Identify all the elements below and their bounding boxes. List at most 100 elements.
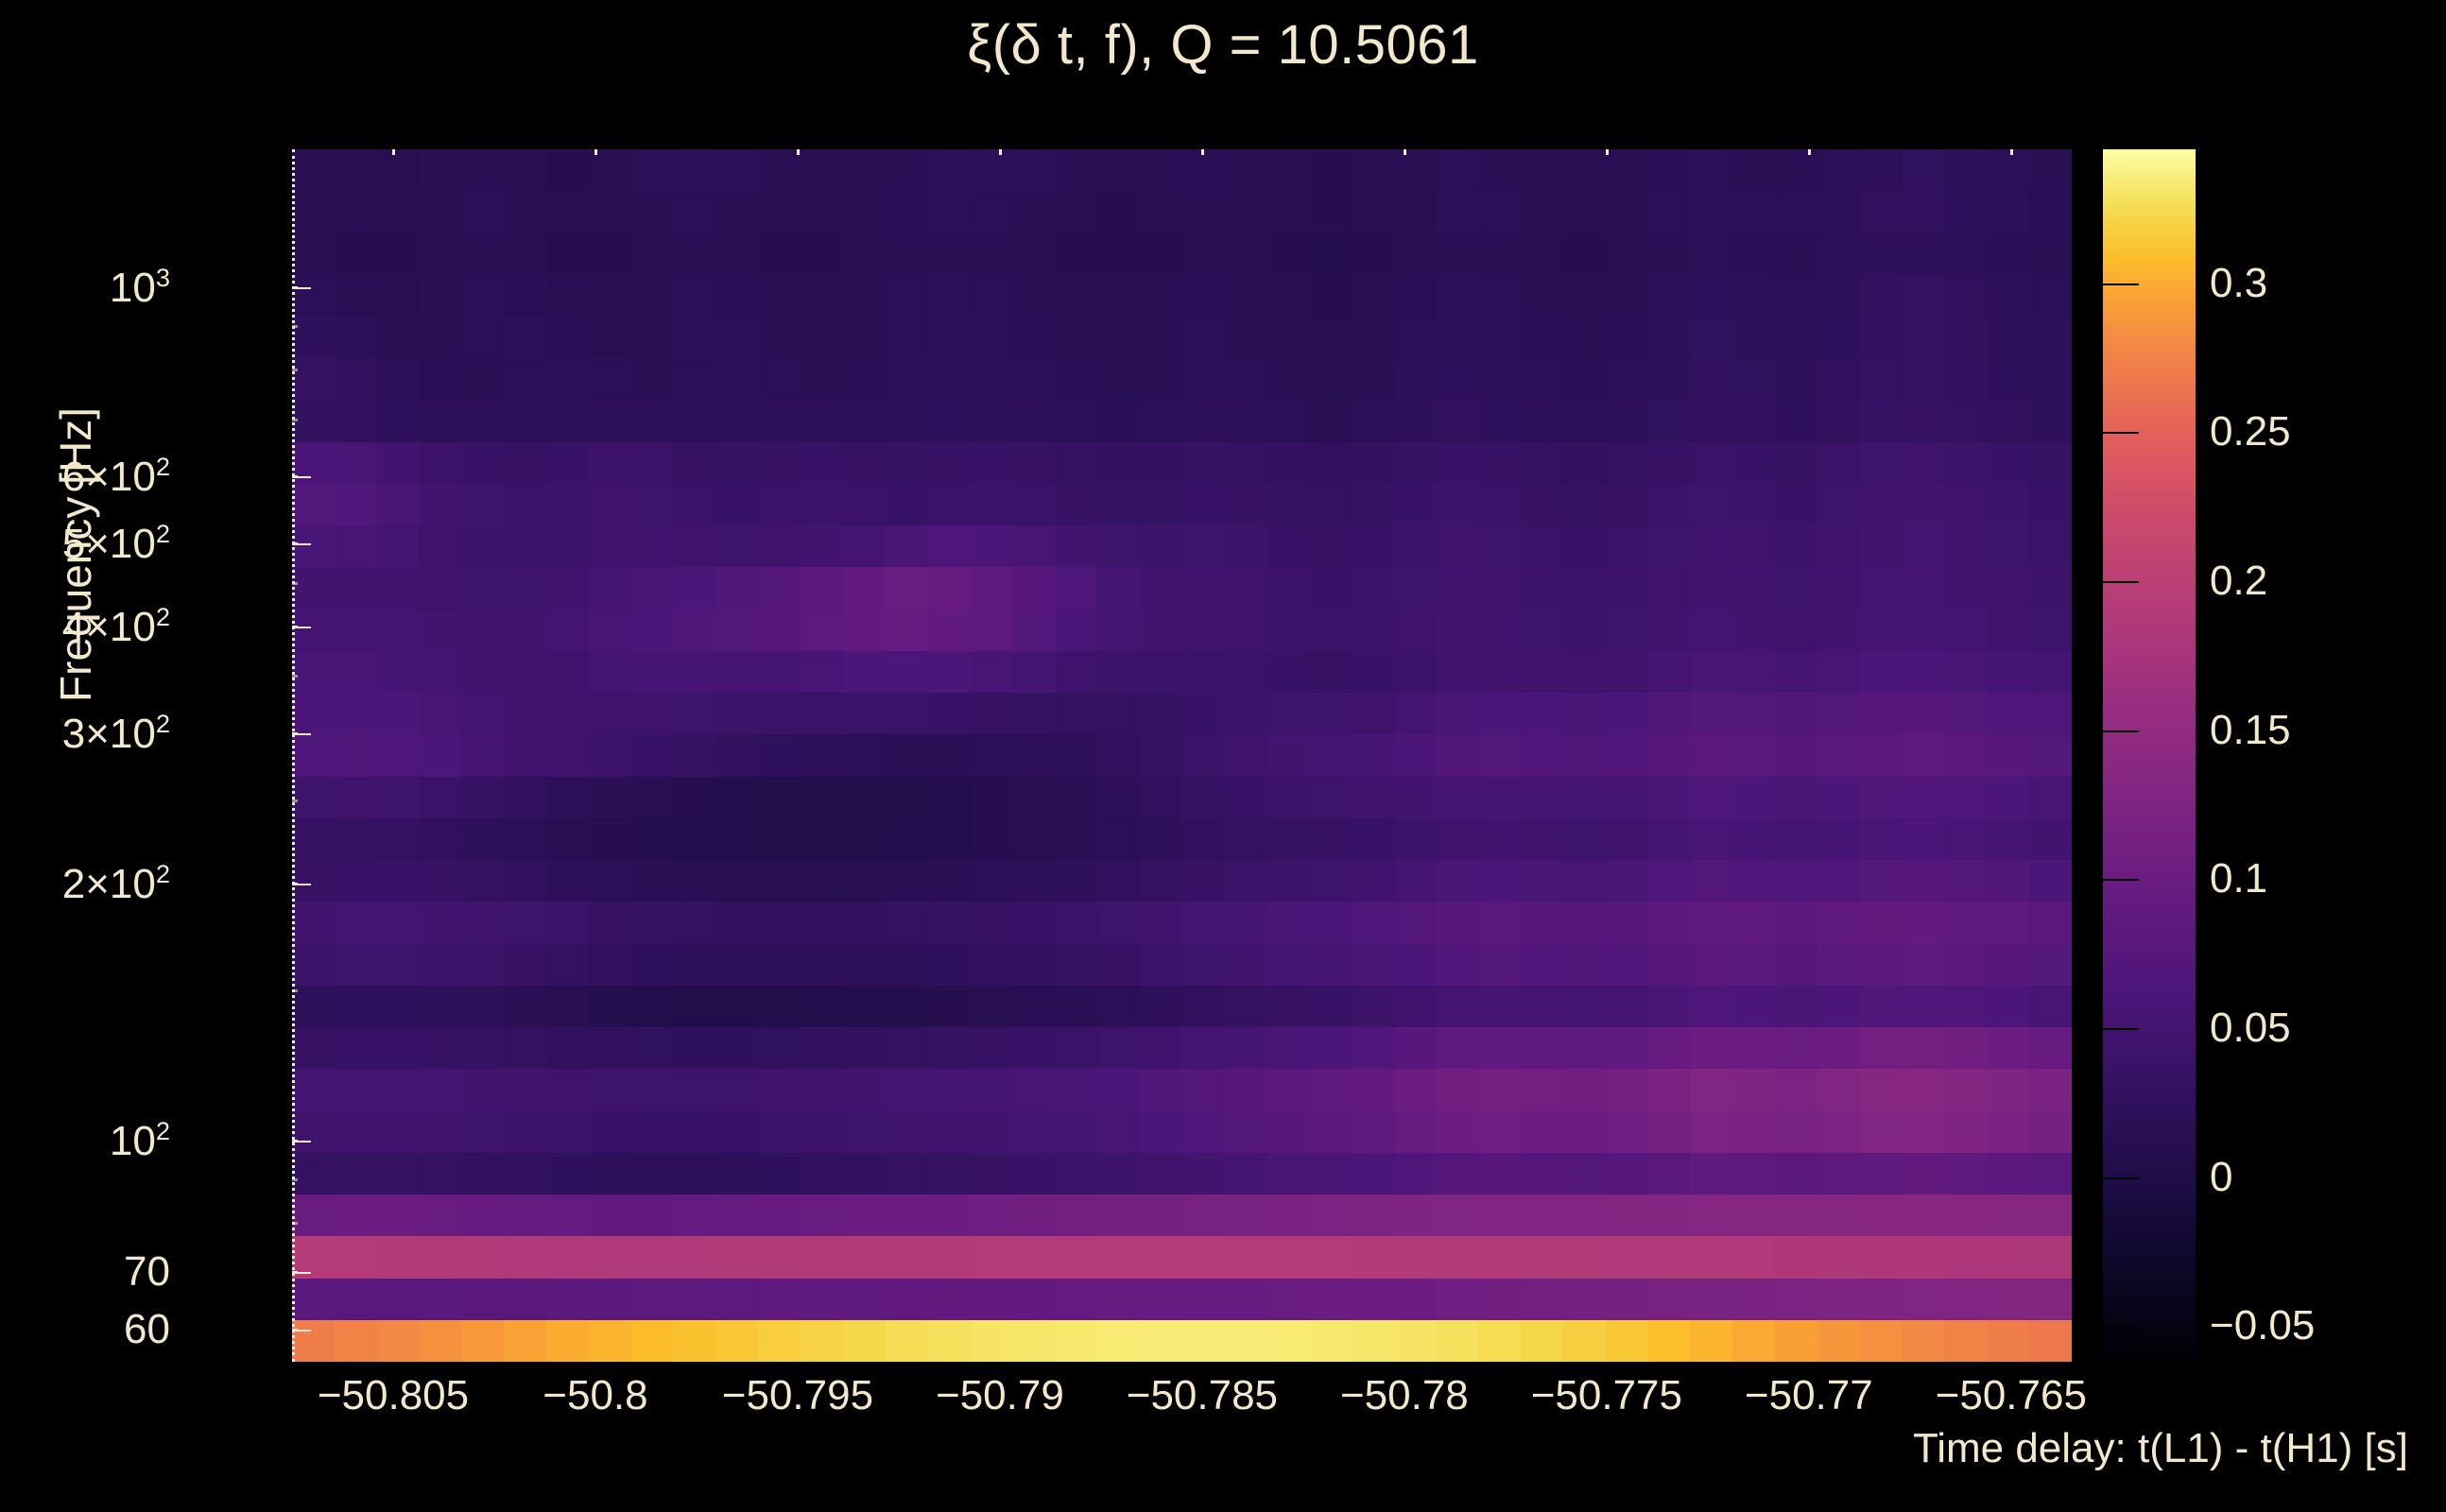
- heatmap-cell: [885, 1278, 928, 1320]
- heatmap-cell: [334, 441, 377, 484]
- heatmap-cell: [1732, 358, 1776, 401]
- heatmap-cell: [461, 525, 505, 568]
- heatmap-cell: [1224, 985, 1267, 1028]
- heatmap-cell: [1944, 1110, 1988, 1153]
- heatmap-cell: [545, 985, 589, 1028]
- heatmap-cell: [1732, 232, 1776, 275]
- heatmap-cell: [1478, 985, 1522, 1028]
- heatmap-cell: [2029, 734, 2072, 777]
- heatmap-cell: [545, 776, 589, 818]
- heatmap-cell: [842, 650, 886, 694]
- heatmap-cell: [1902, 1319, 1945, 1362]
- heatmap-cell: [292, 1069, 335, 1111]
- heatmap-cell: [1308, 1194, 1352, 1237]
- heatmap-cell: [970, 902, 1013, 944]
- heatmap-cell: [1478, 943, 1522, 986]
- heatmap-cell: [1562, 316, 1606, 359]
- heatmap-cell: [885, 985, 928, 1028]
- heatmap-cell: [1647, 232, 1691, 275]
- heatmap-cell: [1605, 1152, 1648, 1195]
- heatmap-cell: [588, 232, 631, 275]
- heatmap-cell: [1096, 525, 1140, 568]
- heatmap-cell: [1224, 1194, 1267, 1237]
- heatmap-cell: [545, 1236, 589, 1279]
- heatmap-cell: [800, 1278, 843, 1320]
- heatmap-cell: [334, 149, 377, 192]
- heatmap-cell: [1647, 1027, 1691, 1070]
- heatmap-cell: [1817, 734, 1860, 777]
- heatmap-cell: [970, 1069, 1013, 1111]
- heatmap-cell: [2029, 1110, 2072, 1153]
- heatmap-cell: [1605, 1110, 1648, 1153]
- heatmap-cell: [1266, 1069, 1309, 1111]
- heatmap-cell: [1775, 1069, 1817, 1111]
- heatmap-cell: [1054, 1027, 1097, 1070]
- heatmap-cell: [2029, 1319, 2072, 1362]
- heatmap-cell: [419, 1069, 462, 1111]
- heatmap-cell: [1944, 149, 1988, 192]
- heatmap-cell: [376, 191, 420, 233]
- heatmap-cell: [1012, 1110, 1055, 1153]
- heatmap-cell: [758, 232, 801, 275]
- heatmap-cell: [1690, 274, 1733, 317]
- heatmap-cell: [1902, 1027, 1945, 1070]
- heatmap-cell: [1690, 817, 1733, 861]
- heatmap-cell: [504, 734, 546, 777]
- heatmap-cell: [588, 316, 631, 359]
- heatmap-cell: [1521, 1194, 1563, 1237]
- heatmap-cell: [1224, 358, 1267, 401]
- heatmap-cell: [715, 609, 759, 651]
- heatmap-cell: [842, 1236, 886, 1279]
- heatmap-cell: [1647, 441, 1691, 484]
- heatmap-cell: [419, 776, 462, 818]
- heatmap-cell: [970, 316, 1013, 359]
- heatmap-cell: [1181, 1110, 1225, 1153]
- heatmap-cell: [1647, 483, 1691, 526]
- y-tick-label: 6×102: [61, 452, 170, 500]
- heatmap-cell: [842, 817, 886, 861]
- heatmap-cell: [800, 567, 843, 610]
- colorbar-tick-mark: [2103, 581, 2139, 584]
- heatmap-cell: [1647, 902, 1691, 944]
- heatmap-cell: [545, 358, 589, 401]
- heatmap-cell: [715, 985, 759, 1028]
- heatmap-cell: [2029, 1069, 2072, 1111]
- heatmap-cell: [588, 1152, 631, 1195]
- heatmap-cell: [504, 1152, 546, 1195]
- heatmap-cell: [334, 567, 377, 610]
- heatmap-cell: [1775, 1194, 1817, 1237]
- heatmap-cell: [292, 400, 335, 442]
- colorbar-tick-mark: [2103, 1177, 2139, 1179]
- heatmap-cell: [292, 567, 335, 610]
- heatmap-cell: [545, 609, 589, 651]
- heatmap-cell: [376, 567, 420, 610]
- heatmap-cell: [1817, 232, 1860, 275]
- heatmap-cell: [927, 1069, 971, 1111]
- heatmap-cell: [1096, 776, 1140, 818]
- heatmap-cell: [842, 525, 886, 568]
- heatmap-cell: [1054, 1110, 1097, 1153]
- heatmap-cell: [1224, 902, 1267, 944]
- heatmap-cell: [1859, 1319, 1903, 1362]
- heatmap-cell: [1902, 902, 1945, 944]
- heatmap-cell: [334, 1319, 377, 1362]
- heatmap-cell: [1139, 693, 1182, 735]
- heatmap-cell: [545, 483, 589, 526]
- heatmap-cell: [715, 902, 759, 944]
- heatmap-cell: [885, 1319, 928, 1362]
- heatmap-cell: [1647, 358, 1691, 401]
- heatmap-cell: [292, 525, 335, 568]
- heatmap-cell: [1817, 1319, 1860, 1362]
- heatmap-cell: [1987, 358, 2030, 401]
- heatmap-cell: [800, 817, 843, 861]
- heatmap-cell: [1139, 1110, 1182, 1153]
- heatmap-cell: [1944, 525, 1988, 568]
- heatmap-cell: [1987, 441, 2030, 484]
- y-tick-mark: [292, 1272, 311, 1275]
- heatmap-cell: [715, 734, 759, 777]
- heatmap-cell: [970, 1278, 1013, 1320]
- heatmap-cell: [1647, 567, 1691, 610]
- heatmap-cell: [758, 400, 801, 442]
- heatmap-cell: [1393, 650, 1437, 694]
- heatmap-cell: [927, 1236, 971, 1279]
